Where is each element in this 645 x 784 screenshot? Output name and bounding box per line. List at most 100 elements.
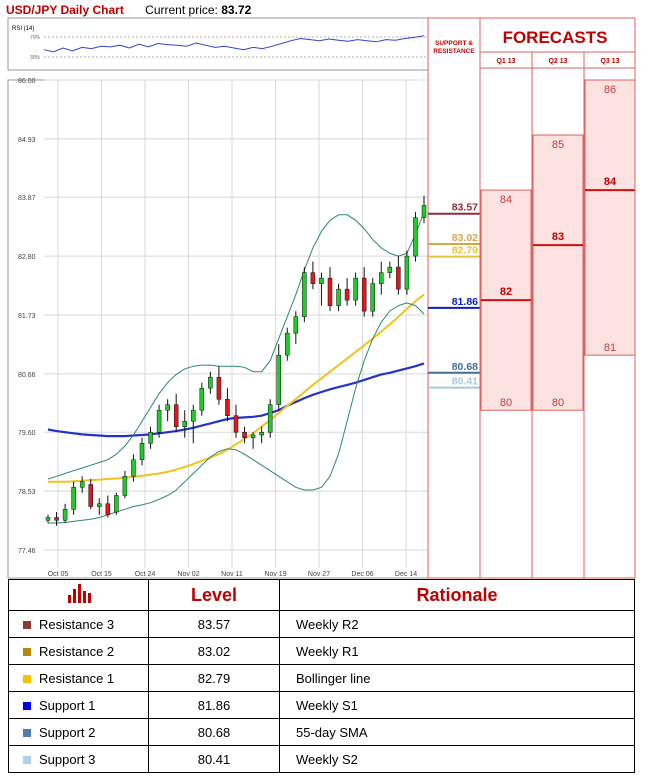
- level-name-cell: Support 2: [8, 718, 149, 746]
- level-swatch: [23, 702, 31, 711]
- candle-body: [131, 459, 136, 477]
- x-tick-label: Oct 24: [135, 571, 156, 578]
- series-line: [47, 211, 425, 480]
- level-header: Level: [148, 579, 280, 611]
- level-value: 80.68: [148, 718, 280, 746]
- candle-body: [387, 266, 393, 273]
- level-rationale: Weekly R1: [279, 637, 635, 665]
- table-row: Resistance 1 82.79 Bollinger line: [8, 664, 635, 692]
- forecast-low: 80: [500, 397, 512, 409]
- level-value: 83.02: [148, 637, 280, 665]
- candle-body: [302, 272, 307, 317]
- sr-level-label: 82.79: [452, 245, 478, 257]
- candle-body: [344, 288, 350, 301]
- candle-body: [225, 398, 230, 416]
- candle-body: [250, 434, 256, 438]
- x-tick-label: Nov 11: [221, 571, 243, 578]
- price-label: Current price:: [145, 3, 218, 17]
- level-value: 80.41: [148, 745, 280, 773]
- table-row: Support 2 80.68 55-day SMA: [8, 718, 635, 746]
- chart-title: USD/JPY Daily Chart: [6, 3, 124, 17]
- level-value: 81.86: [148, 691, 280, 719]
- forecast-mid: 83: [552, 231, 564, 243]
- x-tick-label: Nov 19: [264, 571, 286, 578]
- x-tick-label: Dec 14: [395, 571, 417, 578]
- y-tick-label: 81.73: [18, 313, 36, 320]
- candle-body: [413, 217, 418, 257]
- y-tick-label: 79.60: [18, 430, 36, 437]
- rsi-label: RSI (14): [12, 26, 34, 32]
- candle-body: [361, 277, 367, 312]
- y-tick-label: 77.46: [18, 548, 36, 555]
- x-tick-label: Oct 05: [48, 571, 69, 578]
- candle-body: [233, 415, 239, 433]
- candle-body: [208, 376, 213, 389]
- level-rationale: Bollinger line: [279, 664, 635, 692]
- chart-bars-icon: [8, 579, 149, 611]
- candle-body: [336, 288, 341, 306]
- candle-body: [71, 487, 76, 510]
- level-name: Resistance 1: [39, 670, 115, 686]
- rationale-header: Rationale: [279, 579, 635, 611]
- candle-body: [97, 503, 102, 507]
- y-tick-label: 83.87: [18, 195, 36, 202]
- level-name: Resistance 3: [39, 616, 115, 632]
- forecast-high: 86: [604, 84, 616, 96]
- candle-body: [404, 255, 410, 290]
- sr-header: SUPPORT &: [435, 40, 473, 47]
- candle-body: [54, 517, 59, 521]
- series-line: [48, 302, 425, 524]
- forecast-high: 84: [500, 194, 512, 206]
- candle-body: [88, 484, 93, 507]
- rsi-level-label: 30%: [30, 55, 41, 61]
- candle-body: [319, 277, 324, 284]
- table-row: Resistance 2 83.02 Weekly R1: [8, 637, 635, 665]
- candle-body: [370, 283, 375, 312]
- forecast-high: 85: [552, 139, 564, 151]
- candle-body: [105, 503, 111, 516]
- sr-level-label: 80.68: [452, 361, 478, 373]
- level-name-cell: Resistance 3: [8, 610, 149, 638]
- candle-body: [293, 316, 299, 334]
- forecast-mid: 84: [604, 176, 617, 188]
- forecast-low: 81: [604, 342, 616, 354]
- chart-header: USD/JPY Daily Chart Current price: 83.72: [6, 3, 251, 17]
- candle-body: [396, 266, 401, 290]
- y-tick-label: 80.66: [18, 372, 36, 379]
- level-rationale: 55-day SMA: [279, 718, 635, 746]
- x-tick-label: Nov 27: [308, 571, 330, 578]
- table-row: Support 3 80.41 Weekly S2: [8, 745, 635, 773]
- series-line: [48, 293, 425, 483]
- candle-body: [79, 481, 85, 488]
- price-value: 83.72: [221, 3, 252, 17]
- candle-body: [62, 509, 68, 521]
- y-tick-label: 78.53: [18, 489, 36, 496]
- candle-body: [156, 409, 162, 433]
- y-tick-label: 82.80: [18, 254, 36, 261]
- forecast-low: 80: [552, 397, 564, 409]
- candle-body: [242, 431, 247, 438]
- forecasts-title: FORECASTS: [503, 28, 608, 47]
- level-name: Support 1: [39, 697, 96, 713]
- forecast-quarter: Q3 13: [600, 58, 619, 65]
- candle-body: [191, 409, 196, 422]
- candle-body: [165, 404, 170, 411]
- level-name-cell: Support 3: [8, 745, 149, 773]
- forecast-quarter: Q1 13: [496, 58, 515, 65]
- sr-level-label: 80.41: [452, 376, 478, 388]
- level-rationale: Weekly R2: [279, 610, 635, 638]
- price-panel: [7, 79, 429, 579]
- level-name-cell: Resistance 1: [8, 664, 149, 692]
- sr-header: RESISTANCE: [433, 48, 475, 55]
- candle-body: [379, 272, 384, 284]
- candle-body: [259, 431, 264, 436]
- forecast-range: [532, 134, 584, 411]
- sr-column: [427, 17, 481, 579]
- y-tick-label: 86.00: [18, 78, 36, 85]
- candle-body: [173, 404, 179, 427]
- y-tick-label: 84.93: [18, 137, 36, 144]
- level-swatch: [23, 648, 31, 657]
- candle-body: [276, 354, 281, 405]
- candle-body: [199, 387, 205, 411]
- candle-body: [139, 442, 145, 460]
